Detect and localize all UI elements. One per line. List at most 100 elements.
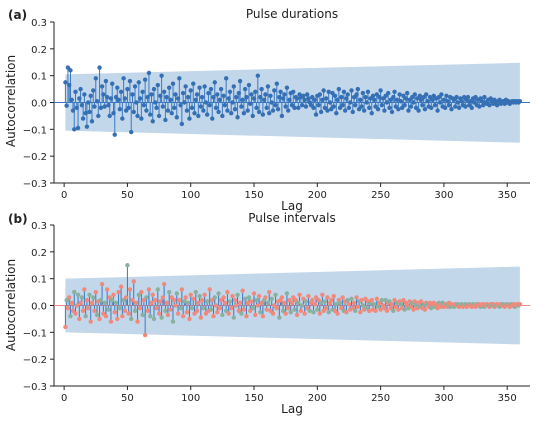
data-point xyxy=(248,101,253,107)
data-point xyxy=(372,97,377,103)
data-point xyxy=(274,81,280,86)
data-point xyxy=(198,315,204,320)
data-point xyxy=(182,299,187,304)
data-point xyxy=(334,111,339,116)
data-point xyxy=(463,104,468,109)
data-point xyxy=(89,300,95,306)
data-point xyxy=(254,297,259,303)
data-point xyxy=(269,100,274,105)
data-point xyxy=(168,307,173,312)
data-point xyxy=(260,314,266,319)
data-point xyxy=(280,96,286,101)
data-point xyxy=(296,105,301,111)
data-point xyxy=(360,90,366,96)
data-point xyxy=(141,102,147,108)
data-point xyxy=(120,116,125,121)
data-point xyxy=(75,125,81,131)
data-point xyxy=(113,300,119,306)
data-point xyxy=(72,289,77,295)
data-point xyxy=(150,119,155,124)
data-point xyxy=(255,73,261,78)
data-point xyxy=(85,100,91,105)
data-point xyxy=(299,303,305,308)
data-point xyxy=(482,94,487,100)
data-point xyxy=(204,299,210,304)
data-point xyxy=(106,307,111,312)
data-point xyxy=(363,94,368,100)
data-point xyxy=(275,107,281,112)
data-point xyxy=(172,297,177,303)
data-point xyxy=(304,92,310,97)
data-point xyxy=(250,113,255,119)
data-point xyxy=(78,300,83,306)
data-point xyxy=(196,300,201,306)
data-point xyxy=(104,287,110,292)
data-point xyxy=(416,108,421,113)
data-point xyxy=(132,84,138,89)
data-point xyxy=(198,104,204,109)
data-point xyxy=(104,94,110,100)
data-point xyxy=(340,295,345,300)
data-point xyxy=(112,310,117,315)
data-point xyxy=(163,117,168,123)
data-point xyxy=(132,308,138,314)
data-point xyxy=(112,132,117,137)
x-tick-label: 0 xyxy=(61,190,67,201)
data-point xyxy=(117,107,123,112)
data-point xyxy=(131,279,136,284)
data-point xyxy=(199,297,205,303)
data-point xyxy=(221,295,226,300)
data-point xyxy=(167,85,172,90)
data-point xyxy=(98,105,104,111)
data-point xyxy=(151,86,157,92)
data-point xyxy=(177,76,182,81)
data-point xyxy=(93,289,98,295)
data-point xyxy=(69,97,74,103)
data-point xyxy=(82,287,87,292)
data-point xyxy=(412,299,417,304)
data-point xyxy=(361,108,367,113)
y-tick-label: −0.3 xyxy=(23,382,47,393)
data-point xyxy=(236,90,242,96)
data-point xyxy=(148,314,153,319)
data-point xyxy=(83,111,88,116)
data-point xyxy=(346,301,352,307)
data-point xyxy=(430,97,435,103)
data-point xyxy=(267,289,272,295)
data-point xyxy=(187,116,192,121)
data-point xyxy=(217,97,223,103)
data-point xyxy=(365,89,371,94)
data-point xyxy=(220,113,225,119)
data-point xyxy=(272,88,277,93)
data-point xyxy=(294,96,300,101)
data-point xyxy=(344,310,349,315)
y-tick-label: −0.2 xyxy=(23,355,47,366)
data-point xyxy=(182,100,187,105)
data-point xyxy=(282,92,287,97)
data-point xyxy=(117,305,123,311)
data-point xyxy=(408,104,414,109)
data-point xyxy=(158,93,163,98)
data-point xyxy=(178,102,183,108)
data-point xyxy=(194,308,200,314)
data-point xyxy=(151,316,157,322)
data-point xyxy=(346,105,352,111)
data-point xyxy=(197,85,202,90)
data-point xyxy=(292,105,297,111)
data-point xyxy=(302,97,307,103)
data-point xyxy=(411,307,416,312)
x-tick-label: 150 xyxy=(244,393,263,404)
data-point xyxy=(161,281,167,287)
data-point xyxy=(265,84,271,89)
data-point xyxy=(384,308,390,314)
data-point xyxy=(303,104,309,109)
data-point xyxy=(63,324,68,330)
data-point xyxy=(250,305,255,311)
data-point xyxy=(185,94,191,100)
data-point xyxy=(334,301,339,307)
data-point xyxy=(389,301,395,307)
data-point xyxy=(193,289,198,295)
data-point xyxy=(325,295,330,300)
data-point xyxy=(249,92,254,97)
